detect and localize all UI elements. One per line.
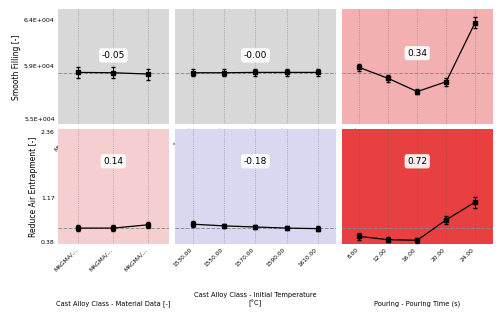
Text: Pouring - Pouring Time (s): Pouring - Pouring Time (s) [374,300,460,307]
Text: -0.00: -0.00 [244,51,267,60]
Text: Cast Alloy Class - Initial Temperature
[°C]: Cast Alloy Class - Initial Temperature [… [194,292,317,307]
Text: Cast Alloy Class - Material Data [-]: Cast Alloy Class - Material Data [-] [56,300,170,307]
Text: -0.18: -0.18 [244,157,267,166]
Text: 0.14: 0.14 [104,157,124,166]
Text: 0.72: 0.72 [407,157,427,166]
Text: -0.05: -0.05 [102,51,125,60]
Y-axis label: Reduce Air Entrapment [-]: Reduce Air Entrapment [-] [29,136,38,237]
Y-axis label: Smooth Filling [-]: Smooth Filling [-] [12,34,21,100]
Text: 0.34: 0.34 [407,49,427,58]
